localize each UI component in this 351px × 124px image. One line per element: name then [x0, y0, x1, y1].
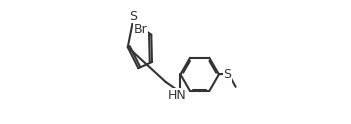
Text: HN: HN [168, 89, 187, 102]
Text: Br: Br [134, 23, 148, 36]
Text: S: S [224, 68, 232, 81]
Text: S: S [129, 10, 137, 23]
